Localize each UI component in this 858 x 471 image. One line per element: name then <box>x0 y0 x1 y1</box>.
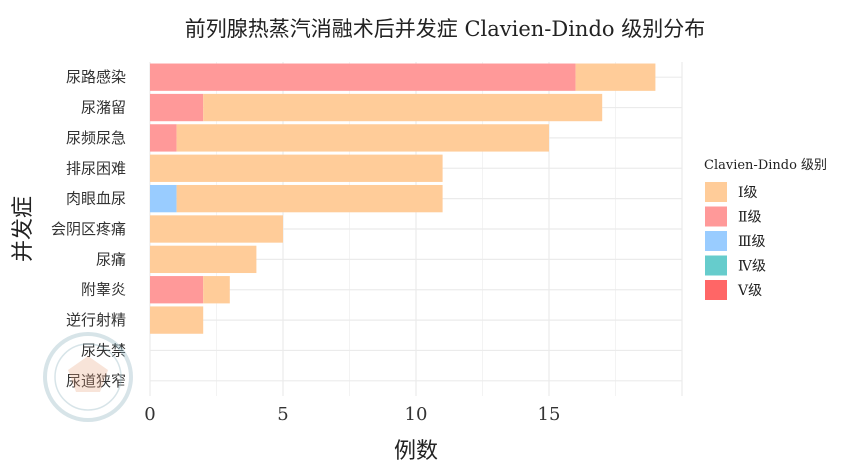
y-tick-label: 尿潴留 <box>81 99 126 117</box>
legend-label: Ⅴ级 <box>737 283 762 299</box>
bar-segment <box>203 276 230 304</box>
bar-segment <box>150 124 177 152</box>
legend-label: Ⅰ级 <box>738 185 758 201</box>
bar-segment <box>176 184 443 213</box>
y-tick-label: 排尿困难 <box>66 159 126 177</box>
legend-swatch <box>705 182 727 202</box>
bar-segment <box>176 124 549 152</box>
bar-segment <box>150 276 204 304</box>
x-tick-label: 10 <box>405 404 428 425</box>
y-tick-label: 尿道狭窄 <box>66 372 126 390</box>
y-tick-label: 逆行射精 <box>66 311 126 329</box>
y-tick-label: 尿路感染 <box>66 68 126 86</box>
x-axis-title: 例数 <box>394 439 438 464</box>
watermark-seal <box>43 332 133 422</box>
legend-label: Ⅲ级 <box>738 234 766 250</box>
legend-title: Clavien-Dindo 级别 <box>704 158 827 173</box>
chart-title: 前列腺热蒸汽消融术后并发症 Clavien-Dindo 级别分布 <box>185 17 705 41</box>
legend-label: Ⅳ级 <box>738 259 766 275</box>
bar-segment <box>150 245 257 274</box>
bar-segment <box>150 154 443 182</box>
legend-swatch <box>705 255 727 276</box>
x-tick-label: 0 <box>144 404 155 425</box>
x-tick-labels: 0 5 10 15 <box>144 404 560 425</box>
bar-segment <box>203 93 603 122</box>
y-tick-label: 尿失禁 <box>81 341 126 359</box>
bar-segment <box>150 215 283 243</box>
legend: Clavien-Dindo 级别 Ⅰ级 Ⅱ级 Ⅲ级 Ⅳ级 Ⅴ级 <box>704 158 827 300</box>
y-axis-title: 并发症 <box>11 196 36 262</box>
x-tick-label: 15 <box>538 404 561 425</box>
bar-segment <box>150 63 576 91</box>
legend-swatch <box>705 280 727 300</box>
y-tick-labels: 尿路感染尿潴留尿频尿急排尿困难肉眼血尿会阴区疼痛尿痛附睾炎逆行射精尿失禁尿道狭窄 <box>51 68 126 390</box>
bar-segment <box>150 184 177 213</box>
y-tick-label: 附睾炎 <box>81 281 126 299</box>
bar-segment <box>150 93 204 122</box>
x-tick-label: 5 <box>277 404 288 425</box>
legend-swatch <box>705 206 727 227</box>
y-tick-label: 尿频尿急 <box>66 129 126 147</box>
bar-segment <box>150 306 204 334</box>
legend-label: Ⅱ级 <box>738 210 762 226</box>
legend-swatch <box>705 231 727 251</box>
bars <box>150 63 656 334</box>
y-tick-label: 会阴区疼痛 <box>51 220 126 238</box>
bar-segment <box>575 63 656 91</box>
y-tick-label: 尿痛 <box>96 250 126 268</box>
y-tick-label: 肉眼血尿 <box>66 190 126 208</box>
